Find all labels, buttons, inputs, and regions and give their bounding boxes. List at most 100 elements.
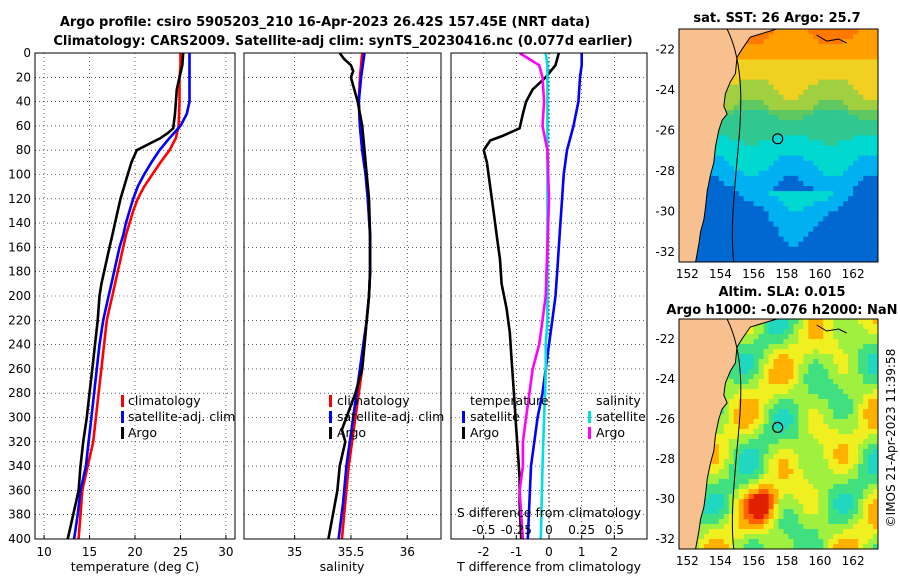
- map-cell: [778, 499, 785, 505]
- map-cell: [768, 484, 775, 490]
- map-cell: [763, 414, 770, 420]
- map-cell: [813, 155, 819, 162]
- map-cell: [793, 329, 799, 335]
- map-cell: [713, 494, 720, 500]
- difference-legend-temperature: temperature satellite Argo: [462, 393, 549, 440]
- map-cell: [738, 469, 745, 475]
- map-cell: [818, 394, 824, 400]
- map-cell: [738, 236, 745, 243]
- map-cell: [868, 145, 874, 152]
- map-cell: [808, 409, 814, 415]
- map-cell: [813, 474, 819, 480]
- map-cell: [838, 484, 844, 490]
- map-cell: [743, 130, 750, 136]
- map-cell: [768, 216, 775, 223]
- map-cell: [728, 89, 735, 96]
- map-cell: [873, 354, 878, 360]
- map-cell: [783, 369, 790, 375]
- map-cell: [808, 120, 814, 126]
- longitude-tick-label: 154: [709, 554, 732, 568]
- map-cell: [798, 165, 804, 172]
- map-cell: [833, 489, 839, 495]
- map-cell: [838, 251, 844, 258]
- map-cell: [723, 429, 730, 435]
- map-cell: [808, 94, 814, 101]
- map-cell: [838, 414, 844, 420]
- map-cell: [848, 64, 854, 71]
- latitude-tick-label: -22: [655, 42, 675, 56]
- map-cell: [758, 389, 765, 395]
- depth-tick-label: 180: [8, 265, 31, 279]
- map-cell: [723, 379, 730, 385]
- map-cell: [798, 140, 804, 147]
- map-cell: [708, 539, 715, 545]
- map-cell: [843, 379, 849, 385]
- map-cell: [818, 135, 824, 142]
- map-cell: [783, 434, 790, 440]
- map-cell: [853, 155, 859, 162]
- map-cell: [743, 509, 750, 515]
- map-cell: [818, 105, 824, 111]
- map-cell: [818, 216, 824, 223]
- map-cell: [848, 256, 854, 262]
- map-cell: [788, 196, 794, 202]
- map-cell: [773, 120, 780, 126]
- map-cell: [753, 499, 760, 505]
- map-cell: [743, 201, 750, 207]
- map-cell: [873, 529, 878, 535]
- map-cell: [738, 454, 745, 460]
- map-cell: [748, 504, 755, 510]
- map-cell: [783, 534, 790, 540]
- map-cell: [823, 34, 829, 40]
- map-cell: [793, 434, 799, 440]
- map-cell: [773, 256, 780, 262]
- map-cell: [768, 434, 775, 440]
- map-cell: [833, 439, 839, 445]
- map-cell: [773, 464, 780, 470]
- map-cell: [788, 211, 794, 217]
- map-cell: [838, 206, 844, 212]
- longitude-tick-label: 160: [809, 267, 832, 281]
- map-cell: [708, 216, 715, 223]
- map-cell: [738, 135, 745, 142]
- map-cell: [713, 439, 720, 445]
- map-cell: [853, 226, 859, 233]
- map-cell: [823, 489, 829, 495]
- map-cell: [803, 135, 809, 142]
- map-cell: [703, 206, 710, 212]
- map-cell: [818, 206, 824, 212]
- map-cell: [843, 191, 849, 197]
- map-cell: [803, 145, 809, 152]
- map-cell: [838, 221, 844, 228]
- map-cell: [773, 251, 780, 258]
- map-cell: [818, 424, 824, 430]
- map-cell: [833, 514, 839, 520]
- map-cell: [823, 364, 829, 370]
- map-cell: [773, 469, 780, 475]
- map-cell: [808, 165, 814, 172]
- shelf-contour: [726, 29, 742, 262]
- map-cell: [863, 89, 869, 96]
- map-cell: [728, 484, 735, 490]
- longitude-tick-label: 152: [676, 554, 699, 568]
- map-cell: [728, 379, 735, 385]
- map-cell: [828, 29, 834, 35]
- map-cell: [698, 246, 705, 253]
- map-cell: [863, 414, 869, 420]
- map-cell: [818, 509, 824, 515]
- map-cell: [853, 354, 859, 360]
- map-cell: [828, 94, 834, 101]
- map-cell: [763, 454, 770, 460]
- map-cell: [798, 221, 804, 228]
- map-cell: [798, 459, 804, 465]
- map-cell: [873, 539, 878, 545]
- map-cell: [868, 155, 874, 162]
- map-cell: [718, 211, 725, 217]
- map-cell: [758, 334, 765, 340]
- map-cell: [733, 74, 740, 81]
- map-cell: [858, 389, 864, 395]
- map-cell: [703, 539, 710, 545]
- map-cell: [748, 49, 755, 55]
- map-cell: [848, 449, 854, 455]
- map-cell: [788, 170, 794, 177]
